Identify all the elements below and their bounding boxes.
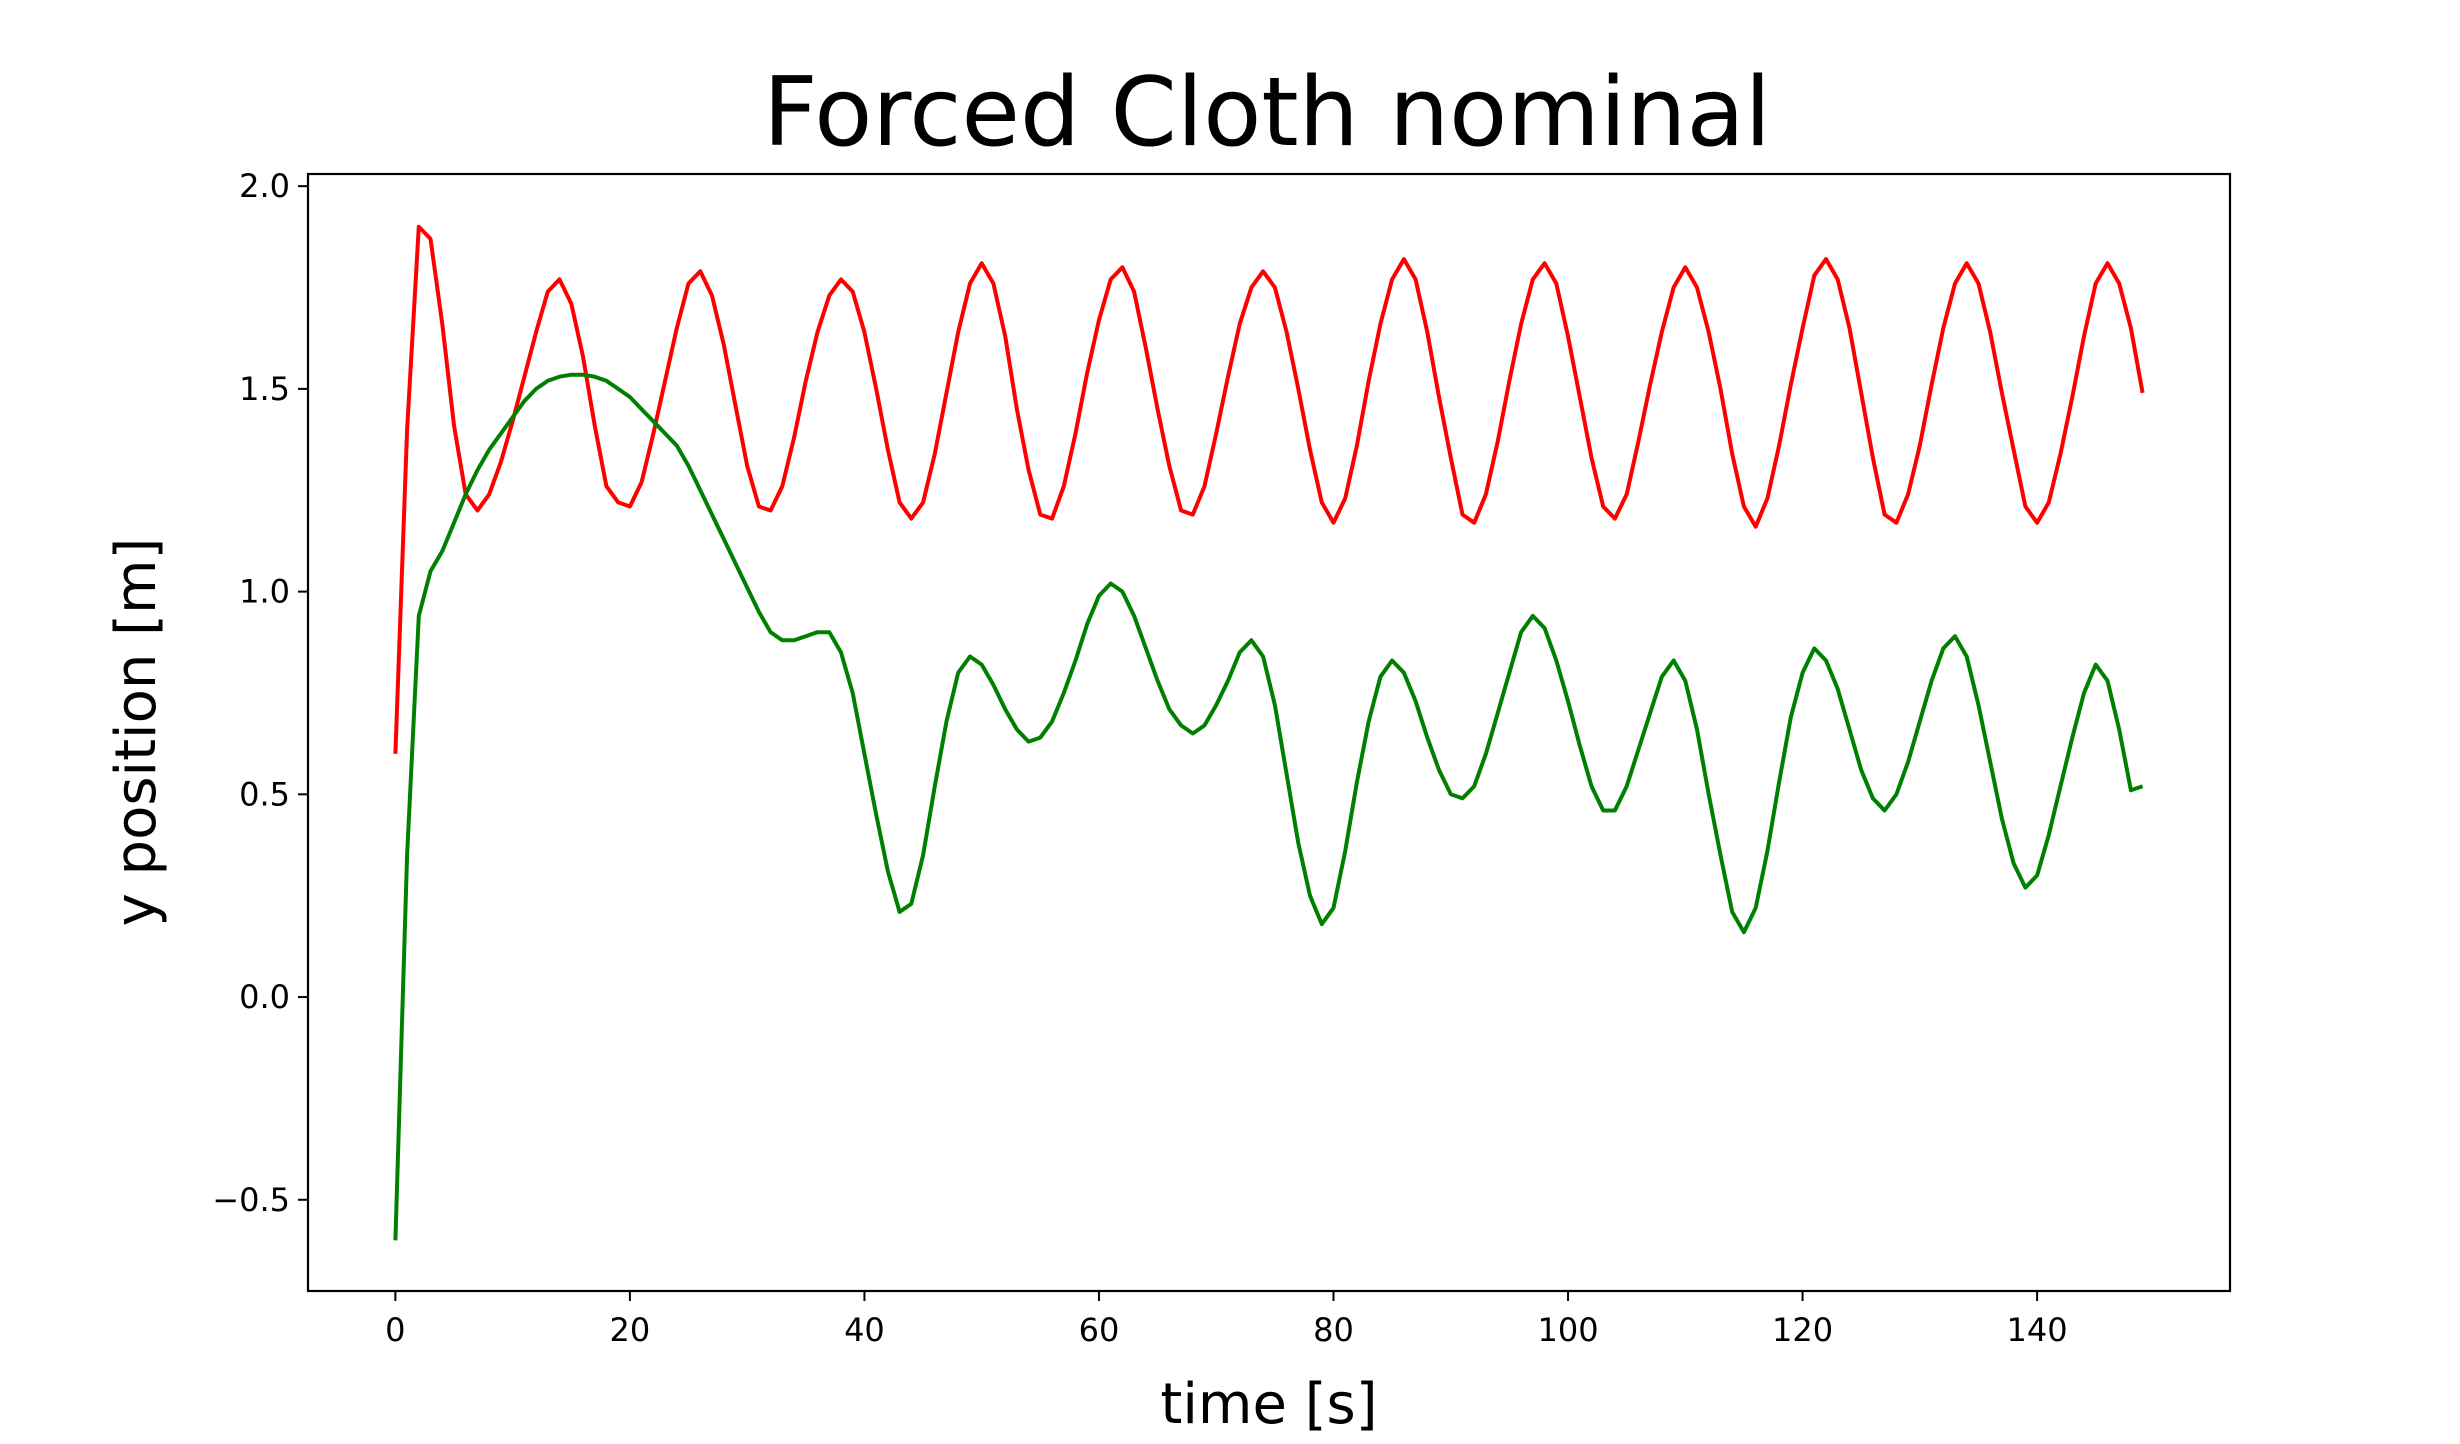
x-tick-label: 60 bbox=[1079, 1311, 1120, 1349]
x-tick-label: 40 bbox=[844, 1311, 885, 1349]
y-tick-label: 1.5 bbox=[239, 370, 290, 408]
x-tick-label: 20 bbox=[610, 1311, 651, 1349]
axes-frame bbox=[306, 172, 2232, 1293]
series-line-1 bbox=[393, 224, 2145, 754]
y-axis-label: y position [m] bbox=[104, 538, 169, 927]
y-tick-label: 0.5 bbox=[239, 775, 290, 813]
x-axis-label: time [s] bbox=[1160, 1372, 1377, 1437]
series-line-2 bbox=[393, 372, 2144, 1241]
y-tick-label: 1.0 bbox=[239, 573, 290, 611]
y-tick-label: 0.0 bbox=[239, 978, 290, 1016]
y-tick-label: −0.5 bbox=[212, 1181, 290, 1219]
x-tick-label: 120 bbox=[1772, 1311, 1833, 1349]
plot-area bbox=[393, 224, 2145, 1241]
y-tick-label: 2.0 bbox=[239, 167, 290, 205]
chart-title: Forced Cloth nominal bbox=[763, 58, 1771, 168]
x-tick-label: 140 bbox=[2007, 1311, 2068, 1349]
x-tick-label: 0 bbox=[385, 1311, 405, 1349]
y-axis-ticks: −0.5 0.0 0.5 1.0 1.5 2.0 bbox=[212, 167, 308, 1219]
x-tick-label: 100 bbox=[1537, 1311, 1598, 1349]
x-axis-ticks: 0 20 40 60 80 100 120 140 bbox=[385, 1291, 2068, 1349]
x-tick-label: 80 bbox=[1313, 1311, 1354, 1349]
